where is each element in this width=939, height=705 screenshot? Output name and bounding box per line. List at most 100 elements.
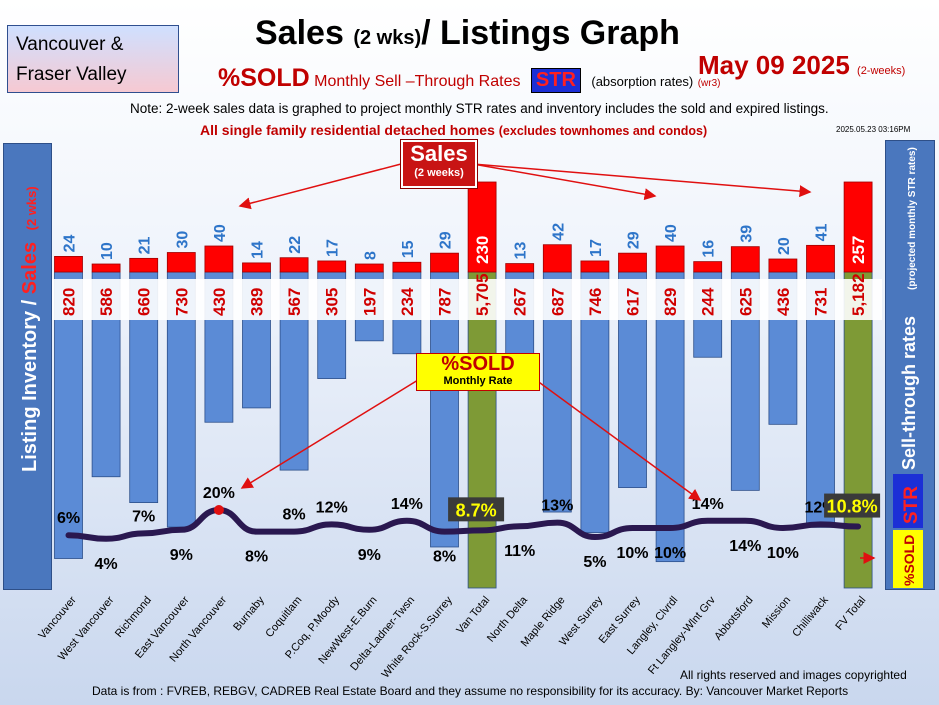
sales-label: 17 — [325, 239, 342, 257]
inventory-bar — [843, 271, 873, 589]
inventory-label: 787 — [436, 288, 455, 316]
callout-arrow — [472, 163, 812, 198]
sales-bar — [693, 261, 723, 273]
sales-label: 230 — [473, 236, 492, 264]
inventory-label: 389 — [248, 288, 267, 316]
inventory-label: 5,705 — [473, 273, 492, 316]
sales-callout-sub: (2 weeks) — [414, 167, 464, 179]
rate-label: 8% — [245, 549, 268, 566]
sales-bar — [542, 244, 572, 273]
str-badge: STR — [530, 68, 581, 93]
sales-bar — [54, 255, 83, 273]
line-layer — [65, 505, 862, 542]
sold-callout-sub: Monthly Rate — [443, 375, 513, 387]
scope-text: All single family residential detached h… — [200, 122, 495, 138]
rate-label-bg — [824, 493, 881, 518]
sales-label: 21 — [137, 236, 154, 254]
rate-label: 7% — [132, 508, 155, 525]
inventory-label: 267 — [511, 288, 530, 316]
subtitle-pct: %SOLD — [218, 64, 310, 92]
inventory-label: 625 — [736, 288, 755, 316]
left-axis-panel — [3, 143, 52, 590]
sales-bar — [430, 252, 459, 273]
scope-small: (excludes townhomes and condos) — [498, 124, 708, 138]
rate-label: 9% — [170, 547, 193, 564]
rate-label: 8% — [433, 549, 456, 566]
category-label: Abbotsford — [712, 594, 755, 642]
title-rest: / Listings Graph — [421, 14, 680, 52]
sales-bar — [730, 246, 760, 273]
title-period: (2 wks) — [353, 27, 422, 49]
right-sold-label: %SOLD — [901, 535, 917, 586]
rate-label: 13% — [541, 498, 573, 515]
category-label: Coquitlam — [263, 594, 304, 640]
category-label: Chilliwack — [790, 594, 831, 640]
rate-label: 11% — [504, 543, 535, 560]
sales-label: 40 — [663, 224, 680, 242]
sales-bar — [242, 262, 271, 273]
version-text: (wr3) — [697, 78, 721, 89]
inventory-label: 430 — [210, 288, 229, 316]
inventory-bar — [655, 271, 685, 563]
chart-title: Sales (2 wks)/ Listings Graph — [255, 14, 680, 53]
str-peak-point — [213, 505, 224, 515]
category-label: Richmond — [113, 594, 154, 640]
sales-label: 20 — [776, 237, 793, 255]
sales-bar — [806, 244, 835, 273]
sales-label: 42 — [550, 223, 567, 241]
sales-label: 257 — [849, 236, 868, 264]
inventory-label-strip — [52, 279, 882, 320]
sales-bar — [166, 252, 196, 273]
left-axis-label-1: Listing Inventory / — [19, 299, 41, 472]
rate-label: 14% — [729, 538, 761, 555]
left-axis-label-2: Sales — [19, 242, 41, 294]
inventory-label: 820 — [60, 288, 79, 316]
chart-note: Note: 2-week sales data is graphed to pr… — [130, 101, 829, 116]
inventory-label: 197 — [360, 288, 379, 316]
chart-subtitle: %SOLD Monthly Sell –Through Rates STR (a… — [218, 64, 721, 93]
category-label: Van Total — [454, 594, 492, 636]
sales-bar — [843, 181, 873, 273]
date-text: May 09 2025 — [698, 50, 850, 80]
left-axis-label: Listing Inventory / Sales (2 wks) — [19, 186, 41, 472]
rate-label: 8% — [283, 507, 306, 524]
subtitle-text: Monthly Sell –Through Rates — [314, 73, 521, 90]
right-axis-label-2: (projected monthly STR rates) — [907, 147, 918, 290]
left-axis-label-3: (2 wks) — [24, 186, 39, 230]
category-label: White Rock-S.Surrey — [380, 594, 456, 681]
sales-label: 16 — [701, 240, 718, 258]
title-main: Sales — [255, 14, 344, 52]
right-sold-panel — [893, 530, 923, 588]
inventory-label: 730 — [172, 288, 191, 316]
str-line — [65, 506, 862, 542]
rate-label: 10.8% — [827, 497, 878, 517]
inventory-label: 829 — [661, 288, 680, 316]
sales-label: 15 — [400, 240, 417, 258]
sales-bar — [467, 181, 497, 273]
sales-label: 39 — [738, 225, 755, 243]
rate-label: 10% — [616, 545, 648, 562]
region-box: Vancouver & Fraser Valley — [7, 25, 179, 93]
sales-bar — [317, 260, 347, 273]
sales-label: 41 — [814, 223, 831, 241]
sold-callout: %SOLD Monthly Rate — [416, 353, 540, 391]
inventory-label: 244 — [699, 287, 718, 316]
sales-bar — [129, 257, 159, 273]
category-label: Burnaby — [231, 594, 267, 633]
inventory-label: 746 — [586, 288, 605, 316]
category-label: Delta-Ladner-Twsn — [348, 594, 417, 673]
sales-bar — [655, 245, 685, 273]
sales-label: 30 — [174, 231, 191, 249]
inventory-label: 586 — [97, 288, 116, 316]
inventory-label: 305 — [323, 288, 342, 316]
rate-label: 5% — [583, 554, 606, 571]
inventory-label: 731 — [812, 288, 831, 316]
callout-arrow — [240, 379, 419, 489]
inventory-label: 5,182 — [849, 273, 868, 316]
inventory-label: 687 — [548, 288, 567, 316]
rate-label: 9% — [358, 547, 381, 564]
sales-label: 8 — [362, 251, 379, 260]
sales-bar — [505, 263, 535, 273]
rate-label: 6% — [57, 510, 80, 527]
